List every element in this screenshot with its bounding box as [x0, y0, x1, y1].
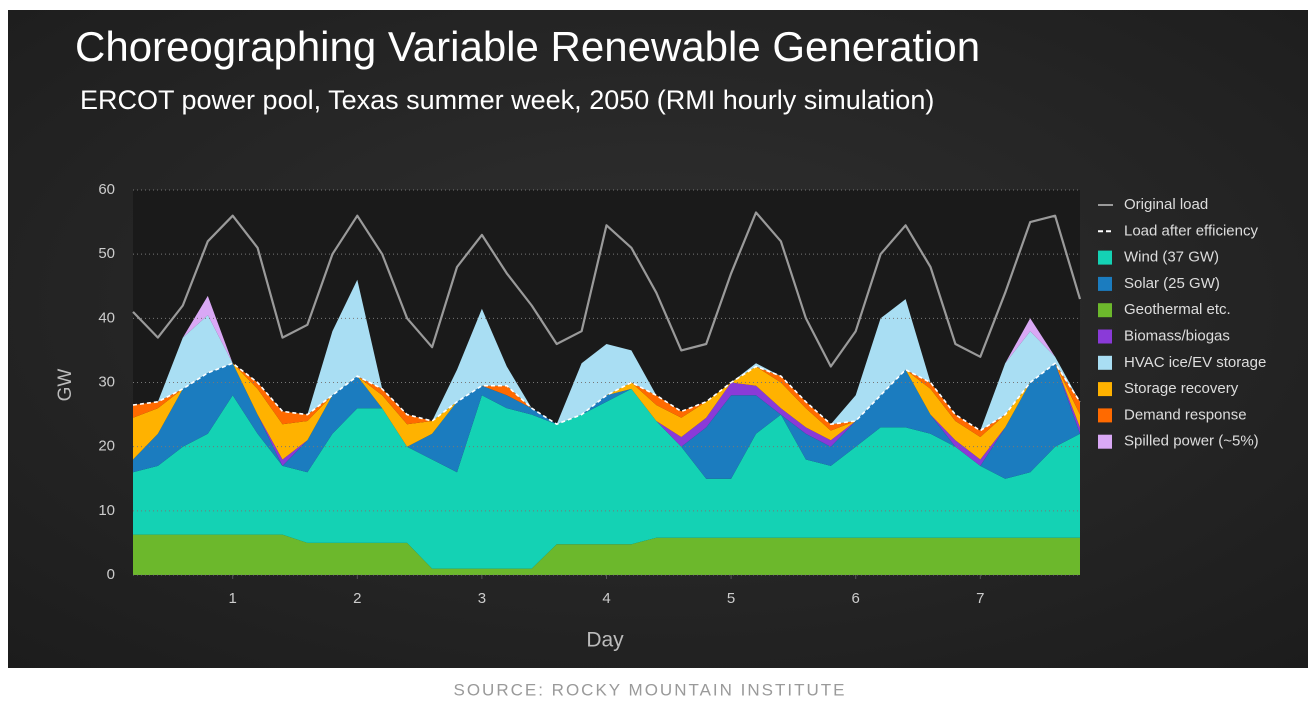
- areas: [133, 279, 1080, 575]
- area: [133, 363, 1080, 437]
- legend-label: Solar (25 GW): [1124, 275, 1220, 292]
- legend-label: Storage recovery: [1124, 380, 1239, 397]
- y-tick-label: 0: [107, 566, 115, 583]
- y-tick-label: 30: [98, 373, 115, 390]
- area: [133, 279, 1080, 431]
- legend-label: Biomass/biogas: [1124, 327, 1230, 344]
- legend-swatch: [1098, 355, 1112, 370]
- legend-label: Load after efficiency: [1124, 222, 1258, 239]
- legend-label: Wind (37 GW): [1124, 249, 1219, 266]
- line: [132, 211, 1082, 368]
- legend-label: Geothermal etc.: [1124, 301, 1231, 318]
- legend-swatch: [1098, 250, 1112, 265]
- x-tick-label: 3: [478, 590, 486, 607]
- legend-label: Spilled power (~5%): [1124, 433, 1259, 450]
- y-tick-label: 10: [98, 502, 115, 519]
- legend-label: Demand response: [1124, 406, 1247, 423]
- x-tick-label: 1: [229, 590, 237, 607]
- legend-swatch: [1098, 329, 1112, 344]
- legend-swatch: [1098, 303, 1112, 318]
- area: [133, 363, 1080, 460]
- y-tick-label: 20: [98, 438, 115, 455]
- chart-subtitle: ERCOT power pool, Texas summer week, 205…: [80, 85, 934, 115]
- legend: Original load Load after efficiency Wind (…: [1098, 196, 1266, 450]
- legend-label: Original load: [1124, 196, 1208, 213]
- legend-swatch: [1098, 434, 1112, 449]
- legend-swatch: [1098, 408, 1112, 423]
- area: [133, 363, 1080, 466]
- x-tick-label: 7: [976, 590, 984, 607]
- x-tick-label: 2: [353, 590, 361, 607]
- area: [133, 363, 1080, 479]
- y-tick-label: 50: [98, 245, 115, 262]
- y-axis-label: GW: [55, 369, 76, 402]
- axes: 0 10 20 30 40 50 60 1 2 3 4 5 6 7: [98, 181, 984, 607]
- y-tick-label: 60: [98, 181, 115, 198]
- y-tick-label: 40: [98, 309, 115, 326]
- x-tick-label: 4: [602, 590, 610, 607]
- area: [133, 534, 1080, 575]
- x-tick-label: 5: [727, 590, 735, 607]
- chart-title: Choreographing Variable Renewable Genera…: [75, 23, 980, 70]
- area: [133, 388, 1080, 569]
- x-axis-label: Day: [586, 629, 624, 652]
- x-tick-label: 6: [852, 590, 860, 607]
- lines: [132, 211, 1082, 432]
- legend-swatch: [1098, 276, 1112, 291]
- source-note: SOURCE: ROCKY MOUNTAIN INSTITUTE: [453, 680, 846, 699]
- legend-label: HVAC ice/EV storage: [1124, 354, 1266, 371]
- legend-swatch: [1098, 382, 1112, 397]
